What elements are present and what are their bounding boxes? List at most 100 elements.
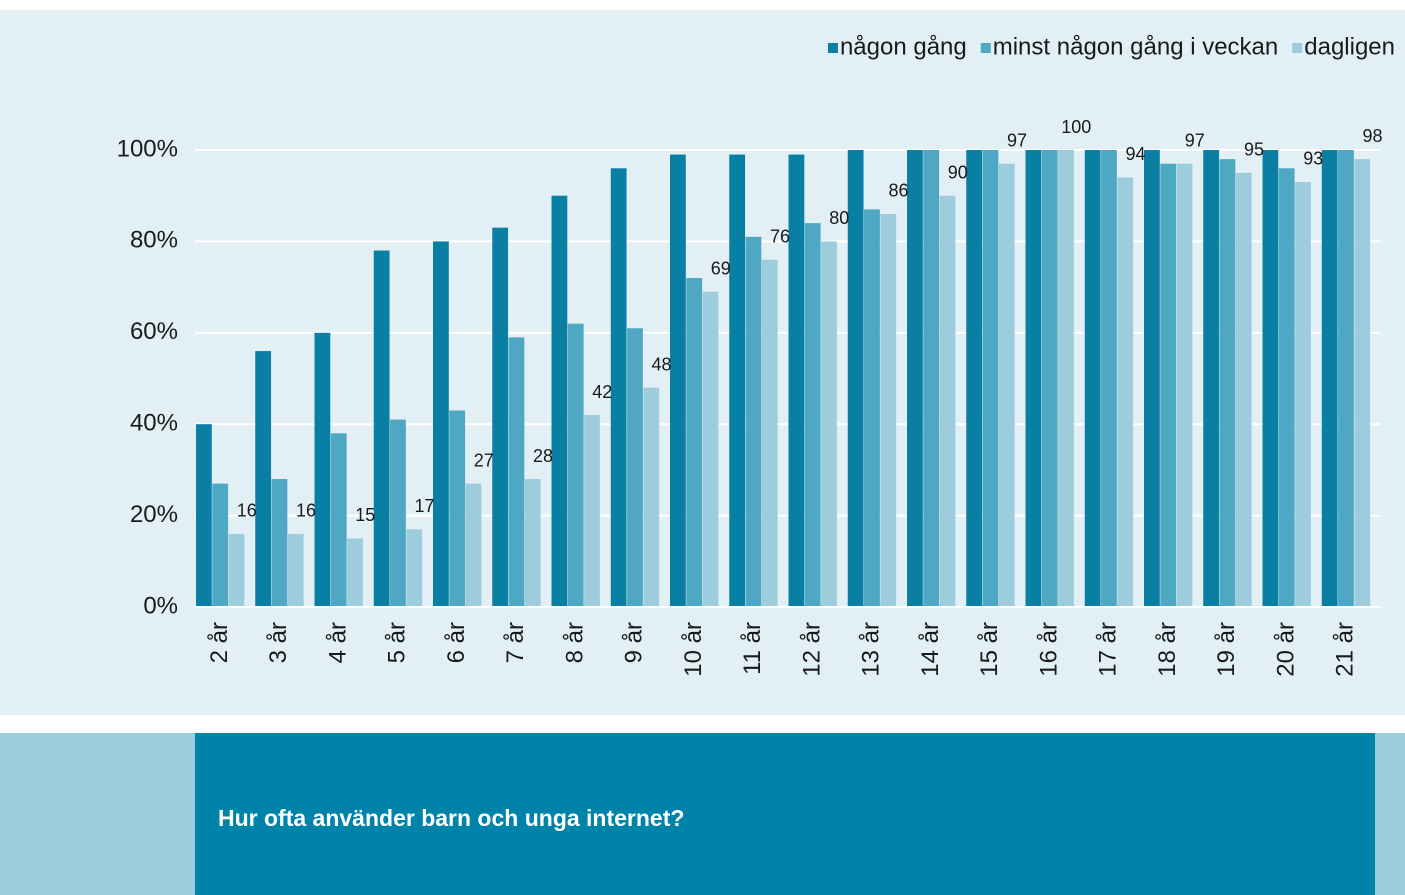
data-label: 27 xyxy=(474,450,494,470)
bar xyxy=(212,483,229,607)
bar xyxy=(449,410,466,607)
bar xyxy=(584,415,600,607)
x-tick-label: 8 år xyxy=(561,622,588,663)
bar xyxy=(702,291,719,607)
bar xyxy=(255,351,272,607)
bar xyxy=(551,195,568,607)
bar xyxy=(373,250,390,608)
bar xyxy=(330,433,347,607)
y-tick-label: 60% xyxy=(130,318,178,345)
bar xyxy=(1176,163,1193,607)
x-tick-label: 10 år xyxy=(680,622,707,677)
bar xyxy=(907,150,923,607)
data-label: 98 xyxy=(1362,126,1382,146)
data-label: 69 xyxy=(711,258,731,278)
bar xyxy=(804,223,821,607)
bar xyxy=(847,150,864,607)
x-tick-label: 18 år xyxy=(1154,622,1181,677)
legend-label: minst någon gång i veckan xyxy=(993,33,1279,60)
bar xyxy=(1278,168,1295,607)
bar xyxy=(686,277,703,607)
bar xyxy=(982,150,999,607)
x-tick-label: 11 år xyxy=(739,622,766,675)
x-tick-label: 21 år xyxy=(1332,622,1359,677)
chart-title: Hur ofta använder barn och unga internet… xyxy=(218,805,684,831)
data-label: 48 xyxy=(651,354,671,374)
bar xyxy=(390,419,406,607)
bar xyxy=(1338,150,1354,607)
x-tick-label: 13 år xyxy=(858,622,885,677)
bar xyxy=(406,529,423,607)
bar xyxy=(729,154,746,607)
x-tick-label: 4 år xyxy=(324,622,351,663)
bar xyxy=(347,538,363,607)
x-tick-label: 14 år xyxy=(917,622,944,677)
bar xyxy=(1084,150,1101,607)
x-tick-label: 12 år xyxy=(798,622,825,677)
x-tick-label: 5 år xyxy=(384,622,411,663)
data-label: 97 xyxy=(1007,130,1027,150)
bar xyxy=(1219,159,1236,607)
bar xyxy=(761,259,778,607)
x-tick-label: 2 år xyxy=(206,622,233,663)
bar xyxy=(939,195,956,607)
data-label: 100 xyxy=(1061,117,1091,137)
x-tick-label: 15 år xyxy=(976,622,1003,677)
bar xyxy=(508,337,525,607)
bar xyxy=(1262,150,1279,607)
bar xyxy=(1101,150,1117,607)
bar xyxy=(1144,150,1160,607)
bar xyxy=(1160,163,1177,607)
data-label: 16 xyxy=(237,501,257,521)
bar xyxy=(864,209,880,607)
bar xyxy=(643,387,660,607)
legend-swatch xyxy=(1292,43,1303,53)
bar xyxy=(314,332,331,607)
bar xyxy=(492,227,509,607)
data-label: 94 xyxy=(1125,144,1145,164)
chart-background xyxy=(0,10,1405,715)
data-label: 42 xyxy=(592,382,612,402)
footer-box xyxy=(195,733,1375,895)
bar xyxy=(1117,177,1134,608)
data-label: 17 xyxy=(414,496,434,516)
bar xyxy=(228,533,245,607)
bar xyxy=(1354,159,1371,607)
data-label: 86 xyxy=(888,181,908,201)
bar xyxy=(567,323,584,607)
y-tick-label: 100% xyxy=(117,135,178,162)
bar xyxy=(1321,150,1338,607)
bar xyxy=(821,241,837,607)
data-label: 93 xyxy=(1303,149,1323,169)
bar xyxy=(1025,150,1042,607)
data-label: 15 xyxy=(355,505,375,525)
data-label: 97 xyxy=(1185,130,1205,150)
x-tick-label: 19 år xyxy=(1213,622,1240,677)
bar xyxy=(196,424,212,607)
x-tick-label: 6 år xyxy=(443,622,470,663)
bar xyxy=(745,236,762,607)
bar xyxy=(923,150,940,607)
x-tick-label: 20 år xyxy=(1272,622,1299,677)
x-tick-label: 16 år xyxy=(1035,622,1062,677)
bar xyxy=(610,168,627,607)
data-label: 28 xyxy=(533,446,553,466)
bar xyxy=(433,241,449,607)
bar xyxy=(670,154,686,607)
legend-label: någon gång xyxy=(840,33,967,60)
y-tick-label: 40% xyxy=(130,410,178,437)
bar xyxy=(1041,150,1058,607)
data-label: 90 xyxy=(948,162,968,182)
bar xyxy=(788,154,805,607)
data-label: 16 xyxy=(296,501,316,521)
bar xyxy=(524,479,541,607)
bar xyxy=(966,150,983,607)
bar xyxy=(1058,150,1074,607)
bar xyxy=(1203,150,1220,607)
data-label: 76 xyxy=(770,226,790,246)
data-label: 80 xyxy=(829,208,849,228)
y-tick-label: 20% xyxy=(130,501,178,528)
x-tick-label: 7 år xyxy=(502,622,529,663)
bar xyxy=(627,328,643,607)
